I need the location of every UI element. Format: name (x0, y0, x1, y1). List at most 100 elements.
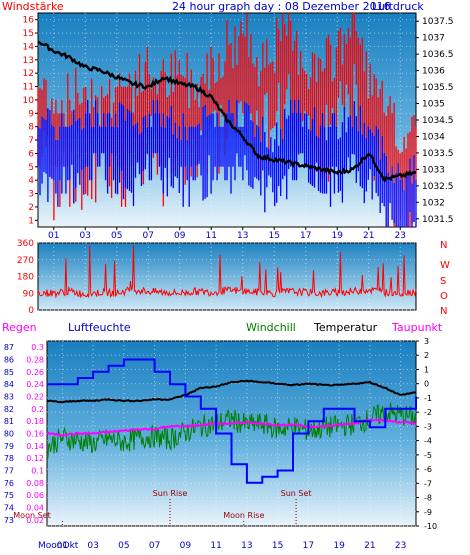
top-x-tick-label: 23 (395, 231, 406, 241)
temperature-tick-label: -4 (424, 437, 432, 446)
top-x-tick-label: 15 (269, 231, 280, 241)
luftfeuchte-tick-label: 84 (4, 380, 14, 389)
temperature-tick-label: -3 (424, 422, 432, 431)
windrichtung-tick-label: 90 (23, 289, 35, 299)
top-x-tick-label: 09 (174, 231, 186, 241)
windstaerke-tick-label: 14 (23, 42, 35, 52)
top-x-tick-label: 05 (111, 231, 122, 241)
bottom-x-tick-label: 01 (57, 541, 68, 551)
bottom-x-tick-label: 23 (395, 541, 406, 551)
luftfeuchte-line (47, 358, 417, 484)
title-taupunkt: Taupunkt (391, 321, 443, 334)
windrichtung-tick-label: 360 (17, 239, 34, 249)
taupunkt-line (46, 418, 417, 437)
luftdruck-tick-label: 1032 (422, 198, 445, 208)
windstaerke-tick-label: 9 (28, 109, 34, 119)
top-panel: Windstärke 24 hour graph day : 08 Dezemb… (2, 0, 454, 241)
luftdruck-line (37, 40, 417, 183)
top-center-title: 24 hour graph day : 08 Dezember 2016 (172, 0, 391, 13)
windrichtung-tick-label: 270 (17, 256, 34, 266)
annotation-label: Moon Rise (223, 511, 264, 520)
luftfeuchte-axis: 87 86 85 84 83 82 81 80 79 78 77 76 75 74 73 (4, 343, 14, 525)
luftdruck-tick-label: 1031.5 (422, 215, 454, 225)
temperature-tick-label: -10 (424, 522, 437, 531)
luftdruck-tick-label: 1033.5 (422, 149, 454, 159)
bottom-panel: Regen Luftfeuchte Windchill Temperatur T… (2, 321, 443, 551)
regen-tick-label: 0.3 (31, 343, 44, 352)
temperature-tick-label: -6 (424, 465, 432, 474)
temperature-tick-label: 3 (424, 337, 429, 346)
windstaerke-tick-label: 5 (28, 163, 34, 173)
regen-tick-label: 0.1 (31, 467, 44, 476)
top-left-title: Windstärke (2, 0, 64, 13)
luftfeuchte-tick-label: 87 (4, 343, 14, 352)
windrichtung-series (37, 245, 417, 299)
luftfeuchte-tick-label: 77 (4, 467, 14, 476)
regen-tick-label: 0.12 (26, 454, 44, 463)
luftdruck-tick-label: 1037 (422, 34, 445, 44)
luftdruck-tick-label: 1036.5 (422, 50, 454, 60)
temperature-tick-label: -2 (424, 408, 432, 417)
bottom-x-tick-label: 11 (210, 541, 221, 551)
regen-tick-label: 0.26 (26, 368, 44, 377)
windrichtung-tick-label: 180 (17, 273, 34, 283)
bottom-x-tick-label: 09 (180, 541, 192, 551)
top-x-tick-label: 13 (237, 231, 248, 241)
luftfeuchte-tick-label: 74 (4, 504, 14, 513)
top-x-tick-label: 21 (363, 231, 374, 241)
title-temperatur: Temperatur (313, 321, 378, 334)
luftdruck-tick-label: 1033 (422, 165, 445, 175)
windstaerke-tick-label: 3 (28, 190, 34, 200)
luftdruck-tick-label: 1034 (422, 132, 445, 142)
luftfeuchte-tick-label: 81 (4, 417, 14, 426)
top-x-tick-label: 17 (300, 231, 311, 241)
luftfeuchte-tick-label: 73 (4, 516, 14, 525)
windrichtung-line (37, 245, 417, 299)
annotation-label: Sun Rise (153, 489, 188, 498)
title-windchill: Windchill (246, 321, 296, 334)
regen-tick-label: 0.2 (31, 405, 44, 414)
luftfeuchte-tick-label: 83 (4, 393, 14, 402)
windrichtung-tick-label: 0 (28, 306, 34, 316)
annotation-label: Moon Set (13, 511, 50, 520)
regen-tick-label: 0.08 (26, 479, 44, 488)
luftdruck-series (37, 40, 417, 183)
bottom-x-tick-label: 15 (272, 541, 283, 551)
luftfeuchte-tick-label: 86 (4, 356, 14, 365)
temperature-tick-label: 1 (424, 365, 429, 374)
luftdruck-tick-label: 1036 (422, 67, 445, 77)
bottom-x-tick-label: 13 (241, 541, 252, 551)
windstaerke-tick-label: 16 (23, 16, 35, 26)
luftfeuchte-series (47, 358, 417, 484)
top-right-title: Luftdruck (372, 0, 424, 13)
temperature-axis: 3 2 1 0 -1 -2 -3 -4 -5 -6 -7 -8 -9 -10 (416, 337, 437, 531)
windstaerke-tick-label: 8 (28, 123, 34, 133)
temperatur-series (46, 379, 416, 404)
luftfeuchte-tick-label: 75 (4, 491, 14, 500)
temperature-tick-label: -5 (424, 451, 432, 460)
luftdruck-axis: 1037.5 1037 1036.5 1036 1035.5 1035 1034.5 1034… (416, 17, 454, 225)
regen-tick-label: 0.16 (26, 430, 44, 439)
compass-label: O (440, 291, 448, 302)
windstaerke-tick-label: 7 (28, 136, 34, 146)
regen-tick-label: 0.22 (26, 393, 44, 402)
regen-tick-label: 0.04 (26, 504, 44, 513)
top-x-tick-label: 03 (80, 231, 91, 241)
regen-tick-label: 0.18 (26, 417, 44, 426)
windstaerke-tick-label: 13 (23, 56, 34, 66)
top-x-tick-label: 11 (206, 231, 217, 241)
sun-moon-annotations: Moon Set Sun Rise Moon Rise Sun Set (13, 489, 312, 526)
compass-label: N (440, 306, 447, 317)
windrichtung-axis: 360 270 180 90 0 (17, 239, 34, 316)
luftfeuchte-tick-label: 79 (4, 442, 14, 451)
windstaerke-tick-label: 1 (28, 216, 34, 226)
windstaerke-tick-label: 2 (28, 203, 34, 213)
luftdruck-tick-label: 1035.5 (422, 83, 454, 93)
luftdruck-tick-label: 1035 (422, 100, 445, 110)
luftfeuchte-tick-label: 80 (4, 430, 14, 439)
temperature-tick-label: -9 (424, 508, 432, 517)
luftfeuchte-tick-label: 82 (4, 405, 14, 414)
bottom-x-tick-label: 05 (118, 541, 129, 551)
